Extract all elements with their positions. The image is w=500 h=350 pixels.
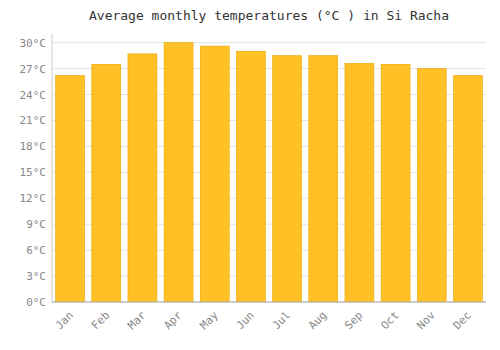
bar bbox=[417, 69, 446, 302]
bars bbox=[56, 43, 483, 302]
bar bbox=[92, 64, 121, 302]
y-tick-label: 0°C bbox=[26, 296, 46, 309]
x-tick-label: Jan bbox=[53, 309, 76, 332]
x-tick-label: Mar bbox=[125, 309, 149, 333]
x-tick-label: Nov bbox=[415, 309, 439, 333]
chart: Average monthly temperatures (°C ) in Si… bbox=[0, 0, 500, 350]
y-tick-label: 3°C bbox=[26, 270, 46, 283]
grid-line bbox=[52, 302, 486, 303]
y-tick-label: 27°C bbox=[20, 63, 47, 76]
y-axis-line bbox=[52, 34, 53, 302]
y-tick-label: 9°C bbox=[26, 218, 46, 231]
x-tick-label: May bbox=[198, 309, 222, 333]
bar bbox=[236, 51, 265, 302]
x-tick-label: Jul bbox=[270, 309, 293, 332]
bar bbox=[453, 75, 482, 302]
bar bbox=[309, 56, 338, 302]
y-tick-label: 21°C bbox=[20, 114, 47, 127]
title: Average monthly temperatures (°C ) in Si… bbox=[89, 8, 449, 23]
x-tick-label: Oct bbox=[378, 309, 401, 332]
x-tick-label: Dec bbox=[451, 309, 474, 332]
bar bbox=[345, 63, 374, 302]
x-axis-line bbox=[52, 302, 486, 303]
y-tick-label: 18°C bbox=[20, 140, 47, 153]
x-tick-label: Jun bbox=[234, 309, 257, 332]
y-tick-label: 24°C bbox=[20, 89, 47, 102]
grid-line bbox=[52, 42, 486, 43]
bar bbox=[381, 64, 410, 302]
y-tick-label: 12°C bbox=[20, 192, 47, 205]
x-tick-label: Sep bbox=[342, 309, 365, 332]
y-tick-label: 6°C bbox=[26, 244, 46, 257]
y-tick-label: 30°C bbox=[20, 37, 47, 50]
y-tick-label: 15°C bbox=[20, 166, 47, 179]
bar bbox=[56, 75, 85, 302]
x-tick-label: Feb bbox=[89, 309, 112, 332]
x-tick-label: Apr bbox=[161, 309, 185, 333]
bar bbox=[273, 56, 302, 302]
y-axis: 0°C 3°C 6°C 9°C 12°C 15°C 18°C 21°C 24°C 27°C 30°C bbox=[20, 34, 53, 309]
bar bbox=[164, 43, 193, 302]
grid bbox=[52, 43, 486, 302]
bar bbox=[200, 46, 229, 302]
x-axis: Jan Feb Mar Apr May Jun Jul Aug Sep Oct Nov Dec bbox=[52, 302, 486, 332]
bar bbox=[128, 54, 157, 302]
x-tick-label: Aug bbox=[306, 309, 329, 332]
